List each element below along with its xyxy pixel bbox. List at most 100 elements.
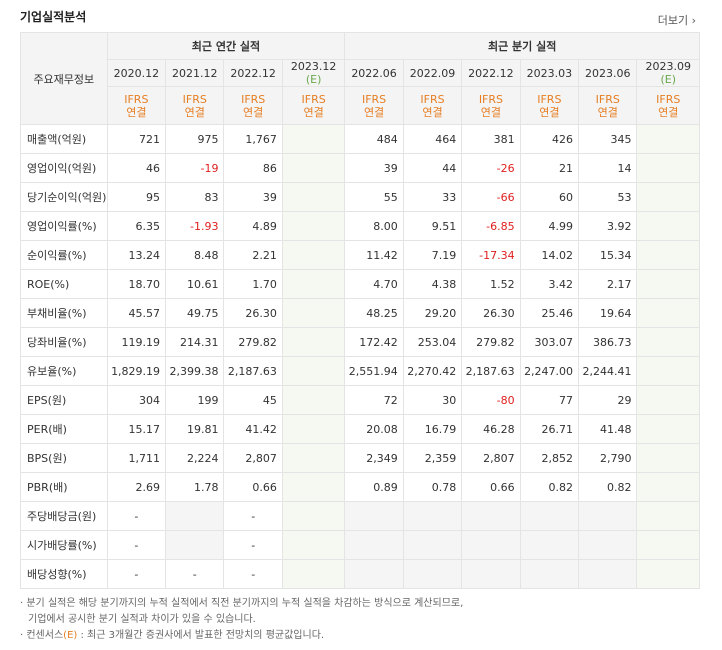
row-label: 시가배당률(%) xyxy=(20,530,108,560)
table-cell xyxy=(519,501,580,531)
table-cell xyxy=(402,559,463,589)
table-cell: 18.70 xyxy=(106,269,167,299)
table-cell: 29.20 xyxy=(402,298,463,328)
table-cell: -19 xyxy=(165,153,225,183)
table-cell: 45.57 xyxy=(106,298,167,328)
table-cell: 2,551.94 xyxy=(344,356,404,386)
table-cell: 2,359 xyxy=(402,443,463,473)
table-cell: 2,807 xyxy=(461,443,521,473)
table-cell: 2,247.00 xyxy=(519,356,580,386)
table-cell: 39 xyxy=(223,182,283,212)
table-cell: 2.21 xyxy=(223,240,283,270)
table-cell: 29 xyxy=(578,385,638,415)
row-label: EPS(원) xyxy=(20,385,108,415)
table-cell xyxy=(636,530,700,560)
table-cell: 19.81 xyxy=(165,414,225,444)
table-cell xyxy=(578,559,638,589)
table-cell xyxy=(636,211,700,241)
table-cell: 11.42 xyxy=(344,240,404,270)
table-cell: 26.71 xyxy=(519,414,580,444)
section-title: 기업실적분석 xyxy=(20,10,87,24)
table-cell xyxy=(636,414,700,444)
table-cell: 6.35 xyxy=(106,211,167,241)
row-label: 당좌비율(%) xyxy=(20,327,108,357)
ifrs-header: IFRS 연결 xyxy=(636,86,700,125)
table-cell xyxy=(636,298,700,328)
table-cell: - xyxy=(223,559,283,589)
table-cell: -1.93 xyxy=(165,211,225,241)
row-label: 당기순이익(억원) xyxy=(20,182,108,212)
table-cell: 3.92 xyxy=(578,211,638,241)
table-cell xyxy=(636,240,700,270)
period-header: 2022.12 xyxy=(461,59,521,87)
table-cell: 303.07 xyxy=(519,327,580,357)
table-cell: 2,790 xyxy=(578,443,638,473)
table-cell: 13.24 xyxy=(106,240,167,270)
table-cell xyxy=(281,443,346,473)
table-cell xyxy=(281,182,346,212)
table-cell: -80 xyxy=(461,385,521,415)
table-cell: 95 xyxy=(106,182,167,212)
table-cell: 1,767 xyxy=(223,124,283,154)
table-row: 배당성향(%) - - - xyxy=(20,559,700,589)
row-label: 매출액(억원) xyxy=(20,124,108,154)
table-cell xyxy=(636,269,700,299)
table-cell: 45 xyxy=(223,385,283,415)
table-cell: 2,224 xyxy=(165,443,225,473)
table-cell: 119.19 xyxy=(106,327,167,357)
table-cell: -6.85 xyxy=(461,211,521,241)
table-cell xyxy=(636,501,700,531)
table-cell xyxy=(165,530,225,560)
table-cell: 14.02 xyxy=(519,240,580,270)
footnote-2: · 컨센서스(E) : 최근 3개월간 증권사에서 발표한 전망치의 평균값입니… xyxy=(20,630,325,641)
table-cell xyxy=(281,530,346,560)
table-cell: 19.64 xyxy=(578,298,638,328)
table-cell: 2,807 xyxy=(223,443,283,473)
table-cell: 30 xyxy=(402,385,463,415)
ifrs-header: IFRS 연결 xyxy=(165,86,225,125)
table-cell: 60 xyxy=(519,182,580,212)
period-header: 2023.12 (E) xyxy=(281,59,346,87)
table-row: 유보율(%) 1,829.19 2,399.38 2,187.63 2,551.94 2,… xyxy=(20,356,700,386)
table-cell xyxy=(281,298,346,328)
table-cell: 2.17 xyxy=(578,269,638,299)
table-cell: 44 xyxy=(402,153,463,183)
table-cell xyxy=(519,559,580,589)
table-cell: 16.79 xyxy=(402,414,463,444)
table-cell: 26.30 xyxy=(223,298,283,328)
row-label: 주당배당금(원) xyxy=(20,501,108,531)
table-cell xyxy=(281,124,346,154)
table-cell xyxy=(636,153,700,183)
row-label: 순이익률(%) xyxy=(20,240,108,270)
table-cell xyxy=(636,443,700,473)
table-cell: 77 xyxy=(519,385,580,415)
table-row: 당좌비율(%) 119.19 214.31 279.82 172.42 253.04 279… xyxy=(20,327,700,357)
table-cell: 7.19 xyxy=(402,240,463,270)
table-cell: 345 xyxy=(578,124,638,154)
table-cell: 1.70 xyxy=(223,269,283,299)
financial-summary-table: 주요재무정보 최근 연간 실적 최근 분기 실적 2020.12 2021.12 2… xyxy=(20,32,700,589)
table-cell: 426 xyxy=(519,124,580,154)
table-cell: 0.89 xyxy=(344,472,404,502)
table-cell: 83 xyxy=(165,182,225,212)
table-cell: 8.48 xyxy=(165,240,225,270)
period-header: 2022.06 xyxy=(344,59,404,87)
table-cell xyxy=(461,501,521,531)
table-cell: 72 xyxy=(344,385,404,415)
table-cell: 39 xyxy=(344,153,404,183)
footnote-1: · 분기 실적은 해당 분기까지의 누적 실적에서 직전 분기까지의 누적 실적… xyxy=(20,598,464,609)
table-cell: 48.25 xyxy=(344,298,404,328)
table-cell: 0.66 xyxy=(223,472,283,502)
table-cell: 46.28 xyxy=(461,414,521,444)
table-cell: 20.08 xyxy=(344,414,404,444)
table-cell: 10.61 xyxy=(165,269,225,299)
table-cell xyxy=(636,356,700,386)
table-cell xyxy=(636,327,700,357)
period-header: 2023.03 xyxy=(519,59,580,87)
period-header: 2022.12 xyxy=(223,59,283,87)
more-link[interactable]: 더보기 › xyxy=(657,14,696,27)
table-cell: 0.78 xyxy=(402,472,463,502)
table-cell: 9.51 xyxy=(402,211,463,241)
row-label: ROE(%) xyxy=(20,269,108,299)
table-cell: 1,711 xyxy=(106,443,167,473)
